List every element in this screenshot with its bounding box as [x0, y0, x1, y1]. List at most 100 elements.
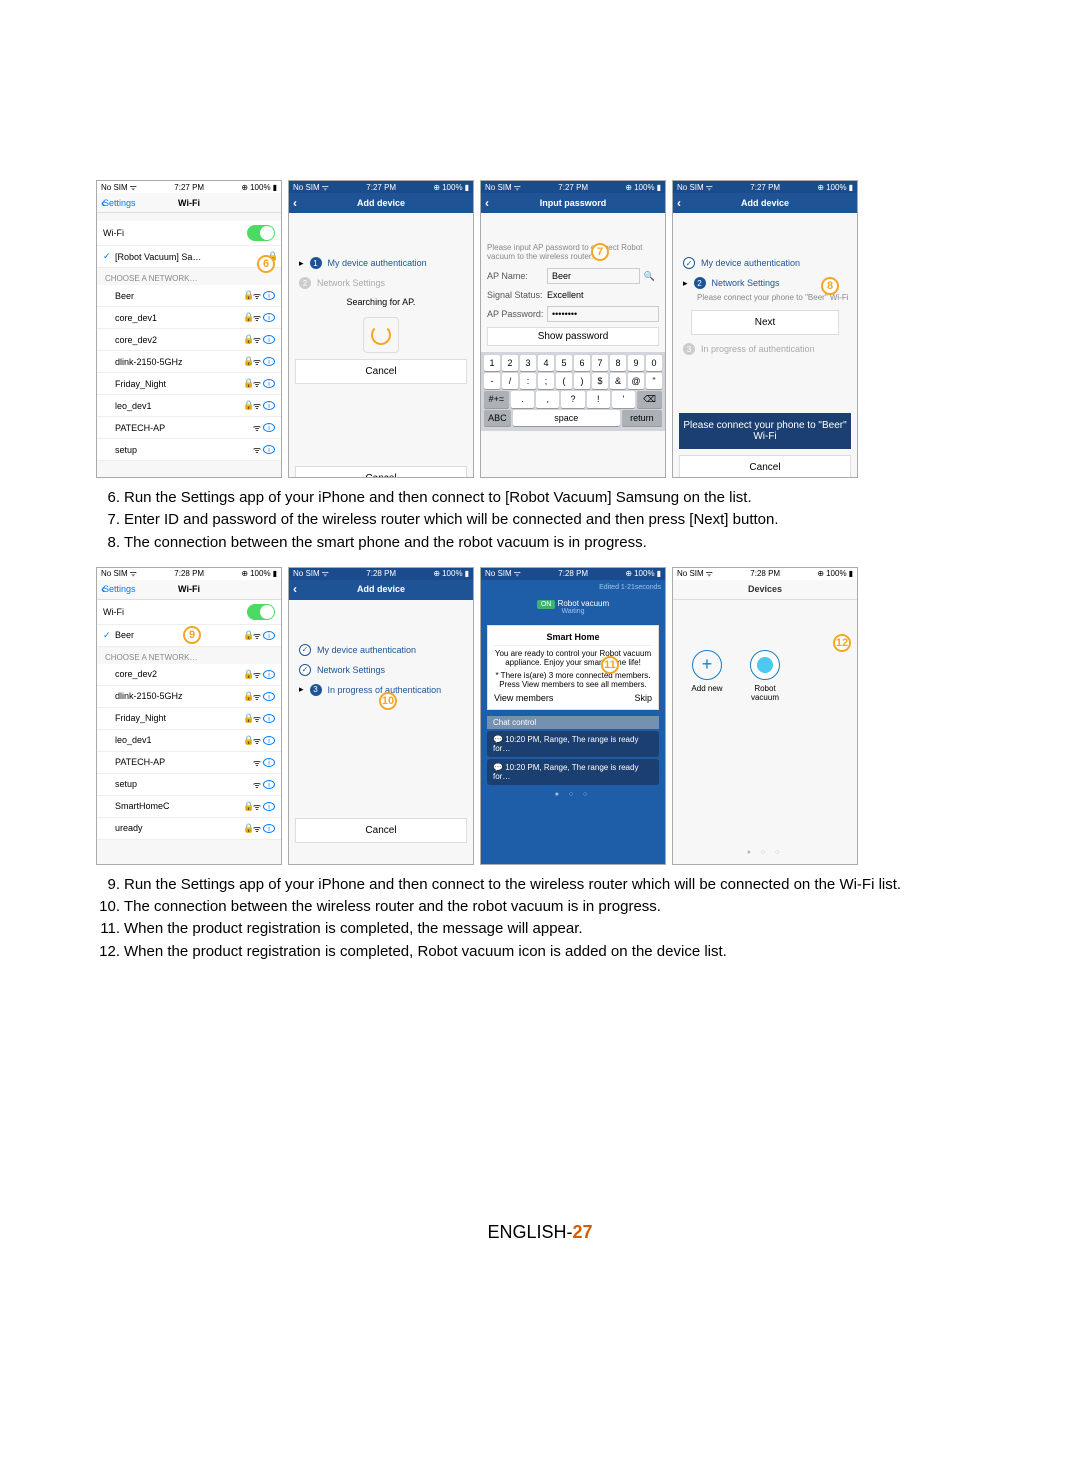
key[interactable]: "	[646, 373, 662, 389]
cancel-button[interactable]: Cancel	[295, 818, 467, 843]
wifi-toggle-row[interactable]: Wi-Fi	[97, 221, 281, 246]
info-icon[interactable]: i	[263, 291, 275, 300]
network-row[interactable]: core_dev2🔒ᯤi	[97, 664, 281, 686]
cancel-button[interactable]: Cancel	[295, 359, 467, 384]
network-row[interactable]: leo_dev1🔒ᯤi	[97, 395, 281, 417]
key-return[interactable]: return	[622, 410, 662, 426]
connected-network-row[interactable]: ✓ [Robot Vacuum] Sa… 🔒 6	[97, 246, 281, 268]
key[interactable]: 6	[574, 355, 590, 371]
check-icon	[299, 664, 311, 676]
instructions-a: 6.Run the Settings app of your iPhone an…	[96, 488, 984, 553]
check-icon	[299, 644, 311, 656]
key[interactable]: $	[592, 373, 608, 389]
key-backspace[interactable]: ⌫	[637, 391, 662, 408]
add-new-cell[interactable]: + Add new	[683, 650, 731, 702]
nav-title: Add device	[289, 584, 473, 594]
password-row[interactable]: AP Password:••••••••	[481, 303, 665, 325]
search-icon[interactable]: 🔍	[640, 271, 659, 282]
key[interactable]: 4	[538, 355, 554, 371]
key[interactable]: 5	[556, 355, 572, 371]
network-row[interactable]: uready🔒ᯤi	[97, 818, 281, 840]
wifi-icon: ᯤ	[251, 690, 263, 703]
info-icon[interactable]: i	[263, 692, 275, 701]
keyboard[interactable]: 1234567890 -/:;()$&@" #+=.,?!'⌫ ABC spac…	[481, 352, 665, 431]
info-icon[interactable]: i	[263, 824, 275, 833]
key[interactable]: .	[511, 391, 534, 408]
view-members-button[interactable]: View members	[494, 693, 553, 703]
network-row[interactable]: core_dev1🔒ᯤi	[97, 307, 281, 329]
info-icon[interactable]: i	[263, 445, 275, 454]
key[interactable]: 8	[610, 355, 626, 371]
wifi-icon: ᯤ	[251, 311, 263, 324]
info-icon[interactable]: i	[263, 401, 275, 410]
network-name: Friday_Night	[115, 379, 243, 389]
info-icon[interactable]: i	[263, 736, 275, 745]
toggle-on[interactable]	[247, 604, 275, 620]
key[interactable]: 7	[592, 355, 608, 371]
key[interactable]: !	[587, 391, 610, 408]
callout-badge-7: 7	[591, 243, 609, 261]
connected-network-row[interactable]: ✓ Beer 9 🔒 ᯤ i	[97, 625, 281, 647]
info-icon[interactable]: i	[263, 758, 275, 767]
info-icon[interactable]: i	[263, 714, 275, 723]
key[interactable]: /	[502, 373, 518, 389]
key[interactable]: (	[556, 373, 572, 389]
cell-label: Add new	[683, 684, 731, 693]
callout-badge-6: 6	[257, 255, 275, 273]
wifi-icon: ᯤ	[251, 756, 263, 769]
key[interactable]: 0	[646, 355, 662, 371]
network-row[interactable]: PATECH-APᯤi	[97, 417, 281, 439]
network-row[interactable]: PATECH-APᯤi	[97, 752, 281, 774]
info-icon[interactable]: i	[263, 780, 275, 789]
network-row[interactable]: core_dev2🔒ᯤi	[97, 329, 281, 351]
wifi-toggle-row[interactable]: Wi-Fi	[97, 600, 281, 625]
key[interactable]: &	[610, 373, 626, 389]
key[interactable]: -	[484, 373, 500, 389]
step-3-row: ▸ 3In progress of authentication 10	[289, 680, 473, 700]
key-symbols[interactable]: #+=	[484, 391, 509, 408]
network-row[interactable]: setupᯤi	[97, 439, 281, 461]
network-row[interactable]: Friday_Night🔒ᯤi	[97, 708, 281, 730]
nav-bar: ‹Settings Wi-Fi	[97, 580, 281, 600]
key-space[interactable]: space	[513, 410, 620, 426]
robot-vacuum-cell[interactable]: Robot vacuum 12	[741, 650, 789, 702]
next-button[interactable]: Next	[691, 310, 839, 335]
info-icon[interactable]: i	[263, 631, 275, 640]
network-name: dlink-2150-5GHz	[115, 691, 243, 701]
key[interactable]: :	[520, 373, 536, 389]
key[interactable]: @	[628, 373, 644, 389]
network-row[interactable]: leo_dev1🔒ᯤi	[97, 730, 281, 752]
network-row[interactable]: SmartHomeC🔒ᯤi	[97, 796, 281, 818]
key-abc[interactable]: ABC	[484, 410, 511, 426]
cancel-button-footer[interactable]: Cancel	[295, 466, 467, 478]
toggle-on[interactable]	[247, 225, 275, 241]
key[interactable]: 2	[502, 355, 518, 371]
chat-bubble: 💬 10:20 PM, Range, The range is ready fo…	[487, 759, 659, 785]
key[interactable]: )	[574, 373, 590, 389]
cancel-button[interactable]: Cancel	[679, 455, 851, 478]
key[interactable]: ;	[538, 373, 554, 389]
network-row[interactable]: dlink-2150-5GHz🔒ᯤi	[97, 351, 281, 373]
network-row[interactable]: Beer🔒ᯤi	[97, 285, 281, 307]
on-badge: ON	[537, 600, 556, 609]
show-password-button[interactable]: Show password	[487, 327, 659, 346]
key[interactable]: 3	[520, 355, 536, 371]
key[interactable]: ?	[561, 391, 584, 408]
key[interactable]: '	[612, 391, 635, 408]
network-name: PATECH-AP	[115, 423, 243, 433]
info-icon[interactable]: i	[263, 670, 275, 679]
info-icon[interactable]: i	[263, 357, 275, 366]
key[interactable]: 9	[628, 355, 644, 371]
network-row[interactable]: setupᯤi	[97, 774, 281, 796]
key[interactable]: ,	[536, 391, 559, 408]
key[interactable]: 1	[484, 355, 500, 371]
network-row[interactable]: dlink-2150-5GHz🔒ᯤi	[97, 686, 281, 708]
phone-b2: No SIM ᯤ 7:28 PM ⊕ 100% ▮ ‹ Add device M…	[288, 567, 474, 865]
info-icon[interactable]: i	[263, 423, 275, 432]
info-icon[interactable]: i	[263, 335, 275, 344]
network-row[interactable]: Friday_Night🔒ᯤi	[97, 373, 281, 395]
info-icon[interactable]: i	[263, 379, 275, 388]
info-icon[interactable]: i	[263, 802, 275, 811]
skip-button[interactable]: Skip	[634, 693, 652, 703]
info-icon[interactable]: i	[263, 313, 275, 322]
